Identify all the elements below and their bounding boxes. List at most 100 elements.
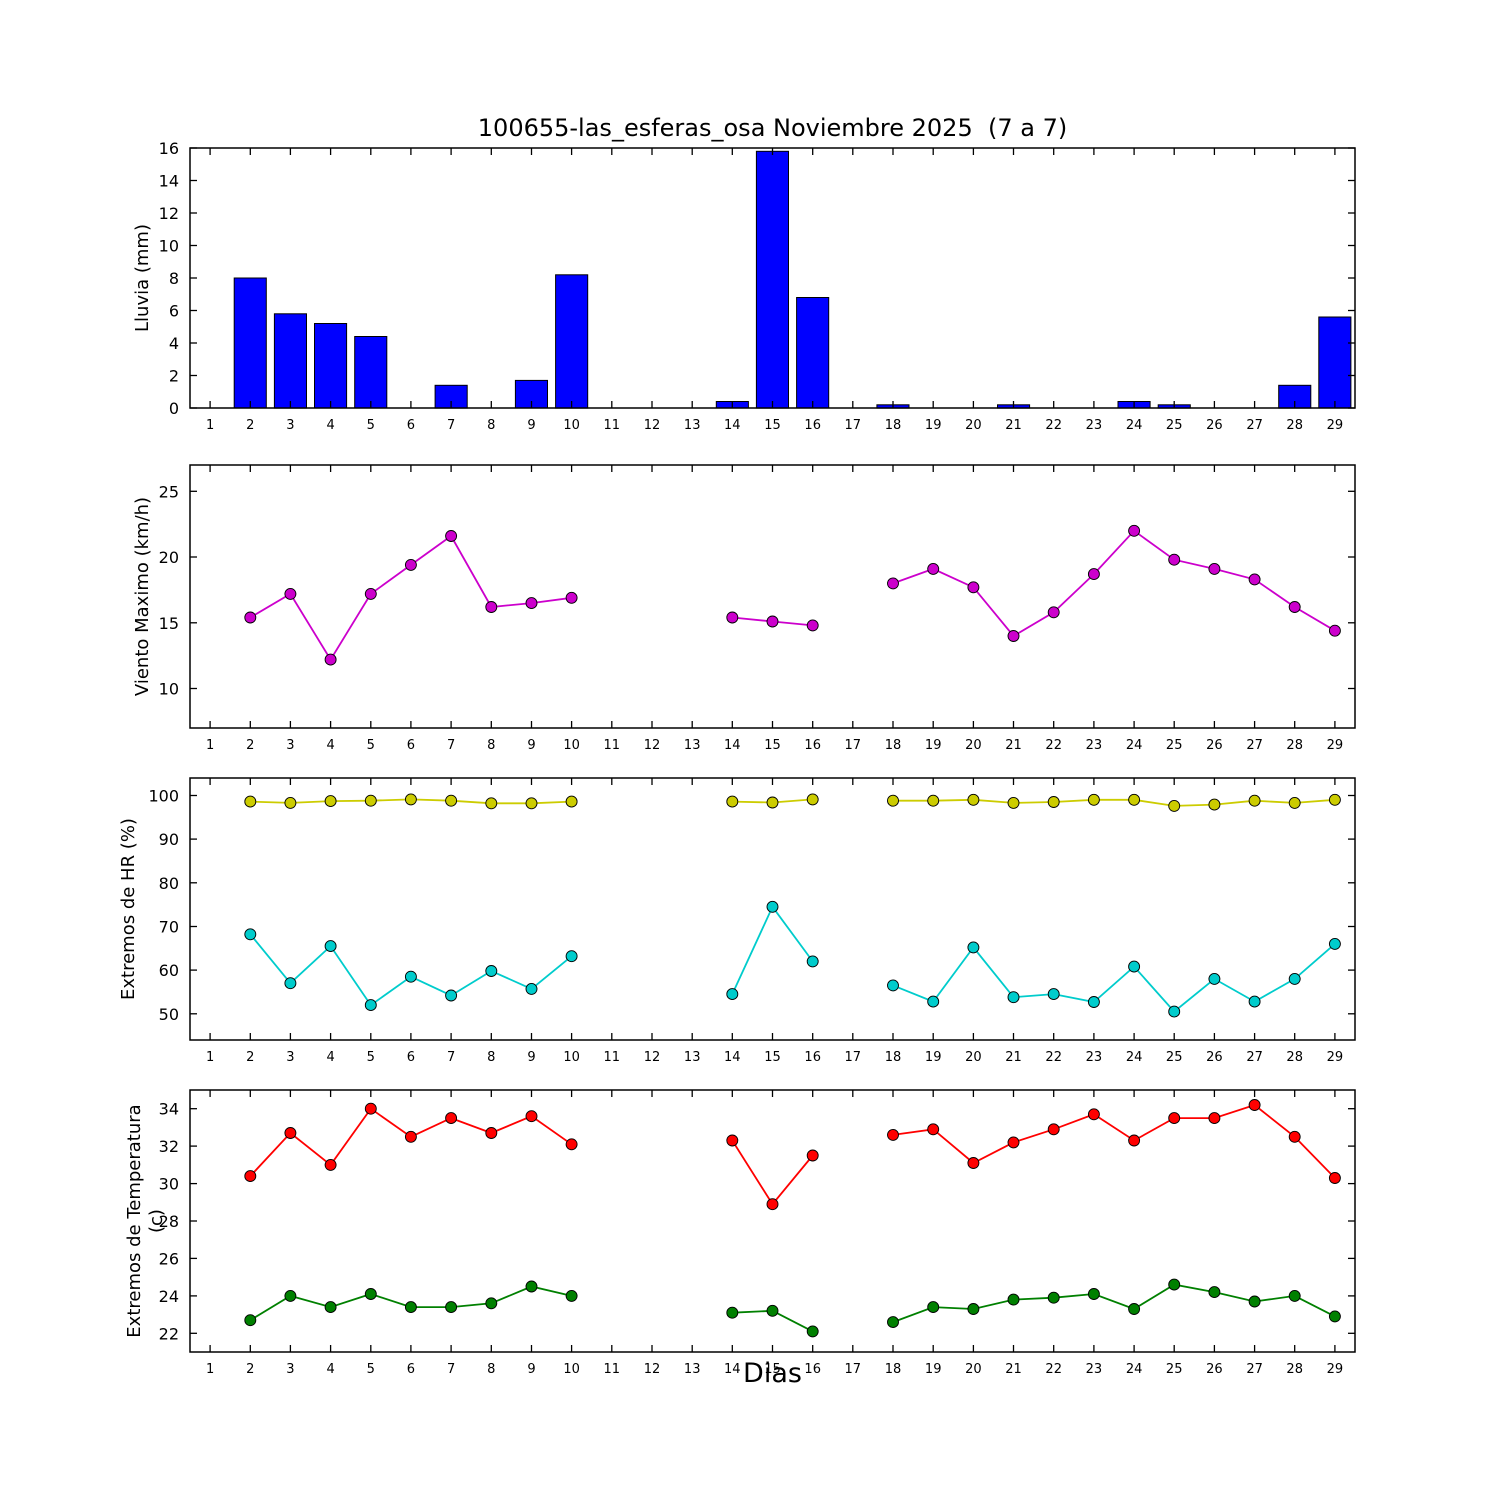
x-tick-label: 15 [764,1050,781,1065]
temperatura-maxima-marker-day-10 [565,1138,578,1151]
hr-maxima-marker-day-15 [766,796,779,809]
lluvia-bar-day-10 [555,274,589,409]
temperatura-maxima-marker-day-16 [806,1149,819,1162]
x-tick-label: 6 [407,1362,415,1377]
viento-maximo-marker-day-29 [1328,624,1341,637]
x-axis-label: Dias [743,1358,802,1389]
x-tick-label: 1 [206,738,214,753]
x-tick-label: 20 [965,1050,982,1065]
x-tick-label: 6 [407,418,415,433]
x-tick-label: 23 [1086,1362,1103,1377]
viento-maximo-marker-day-3 [284,587,297,600]
x-tick-label: 22 [1045,738,1062,753]
temperatura-maxima-marker-day-2 [244,1170,257,1183]
x-tick-label: 11 [604,418,621,433]
x-tick-label: 29 [1327,1362,1344,1377]
x-tick-label: 1 [206,418,214,433]
temperatura-minima-marker-day-24 [1128,1303,1141,1315]
temperatura-maxima-marker-day-15 [766,1198,779,1211]
hr-maxima-marker-day-5 [364,794,377,807]
hr-maxima-marker-day-14 [726,795,739,808]
x-tick-label: 16 [804,1362,821,1377]
x-tick-label: 17 [845,1362,862,1377]
x-tick-label: 4 [326,1050,334,1065]
viento-axes-frame [189,464,1356,729]
x-tick-label: 8 [487,738,495,753]
temperatura-maxima-marker-day-22 [1047,1123,1060,1136]
temperatura-minima-marker-day-5 [364,1288,377,1300]
temperatura-maxima-marker-day-20 [967,1157,980,1169]
temperatura-maxima-marker-day-23 [1087,1108,1100,1121]
x-tick-label: 28 [1286,1362,1303,1377]
hr-maxima-marker-day-7 [445,794,458,807]
hr-maxima-line [893,798,1335,807]
viento-maximo-marker-day-15 [766,615,779,628]
x-tick-label: 12 [644,738,661,753]
hr-maxima-marker-day-29 [1328,793,1341,806]
viento-maximo-marker-day-27 [1248,573,1261,586]
x-tick-label: 6 [407,1050,415,1065]
x-tick-label: 9 [527,418,535,433]
x-tick-label: 21 [1005,738,1022,753]
x-tick-label: 9 [527,1362,535,1377]
y-tick-label: 30 [159,1175,179,1194]
x-tick-label: 15 [764,418,781,433]
x-tick-label: 10 [563,738,580,753]
x-tick-label: 5 [367,1050,375,1065]
x-tick-label: 27 [1246,1362,1263,1377]
hr-minima-marker-day-18 [887,979,899,992]
y-tick-label: 50 [159,1005,179,1024]
x-tick-label: 7 [447,418,455,433]
x-tick-label: 26 [1206,1362,1223,1377]
x-tick-label: 23 [1086,738,1103,753]
x-tick-label: 5 [367,418,375,433]
viento-maximo-marker-day-8 [485,601,498,613]
x-tick-label: 15 [764,1362,781,1377]
x-tick-label: 4 [326,418,334,433]
x-tick-label: 14 [724,1362,741,1377]
x-tick-label: 8 [487,418,495,433]
x-tick-label: 1 [206,1050,214,1065]
x-tick-label: 4 [326,1362,334,1377]
x-tick-label: 29 [1327,738,1344,753]
hr-maxima-marker-day-18 [887,794,899,807]
x-tick-label: 13 [684,1050,701,1065]
ylabel-extremos-hr: Extremos de HR (%) [118,818,139,1000]
temperatura-minima-marker-day-16 [806,1325,819,1338]
viento-maximo-marker-day-25 [1168,553,1181,566]
ylabel-lluvia: Lluvia (mm) [132,224,153,332]
hr-maxima-marker-day-2 [244,795,257,808]
x-tick-label: 12 [644,1362,661,1377]
hr-maxima-marker-day-21 [1007,796,1020,809]
x-tick-label: 21 [1005,1050,1022,1065]
y-tick-label: 15 [159,614,179,633]
temperatura-minima-marker-day-25 [1168,1278,1181,1291]
hr-maxima-marker-day-20 [967,793,980,806]
temperatura-minima-marker-day-14 [726,1306,739,1319]
viento-maximo-marker-day-10 [565,591,578,604]
hr-maxima-marker-day-10 [565,795,578,808]
y-tick-label: 12 [159,204,179,223]
x-tick-label: 7 [447,1362,455,1377]
x-tick-label: 11 [604,738,621,753]
x-tick-label: 10 [563,1050,580,1065]
temperatura-minima-marker-day-9 [525,1280,538,1293]
x-tick-label: 16 [804,1050,821,1065]
viento-maximo-marker-day-9 [525,597,538,610]
x-tick-label: 26 [1206,738,1223,753]
hr-minima-marker-day-3 [284,977,297,990]
x-tick-label: 19 [925,1362,942,1377]
hr-maxima-marker-day-19 [927,794,940,807]
temperatura-minima-marker-day-22 [1047,1291,1060,1304]
x-tick-label: 2 [246,738,254,753]
y-tick-label: 14 [159,172,179,191]
x-tick-label: 11 [604,1050,621,1065]
hr-minima-marker-day-2 [244,928,257,941]
temperatura-maxima-marker-day-18 [887,1128,899,1141]
hr-minima-marker-day-5 [364,999,377,1012]
lluvia-bar-day-29 [1318,316,1352,409]
